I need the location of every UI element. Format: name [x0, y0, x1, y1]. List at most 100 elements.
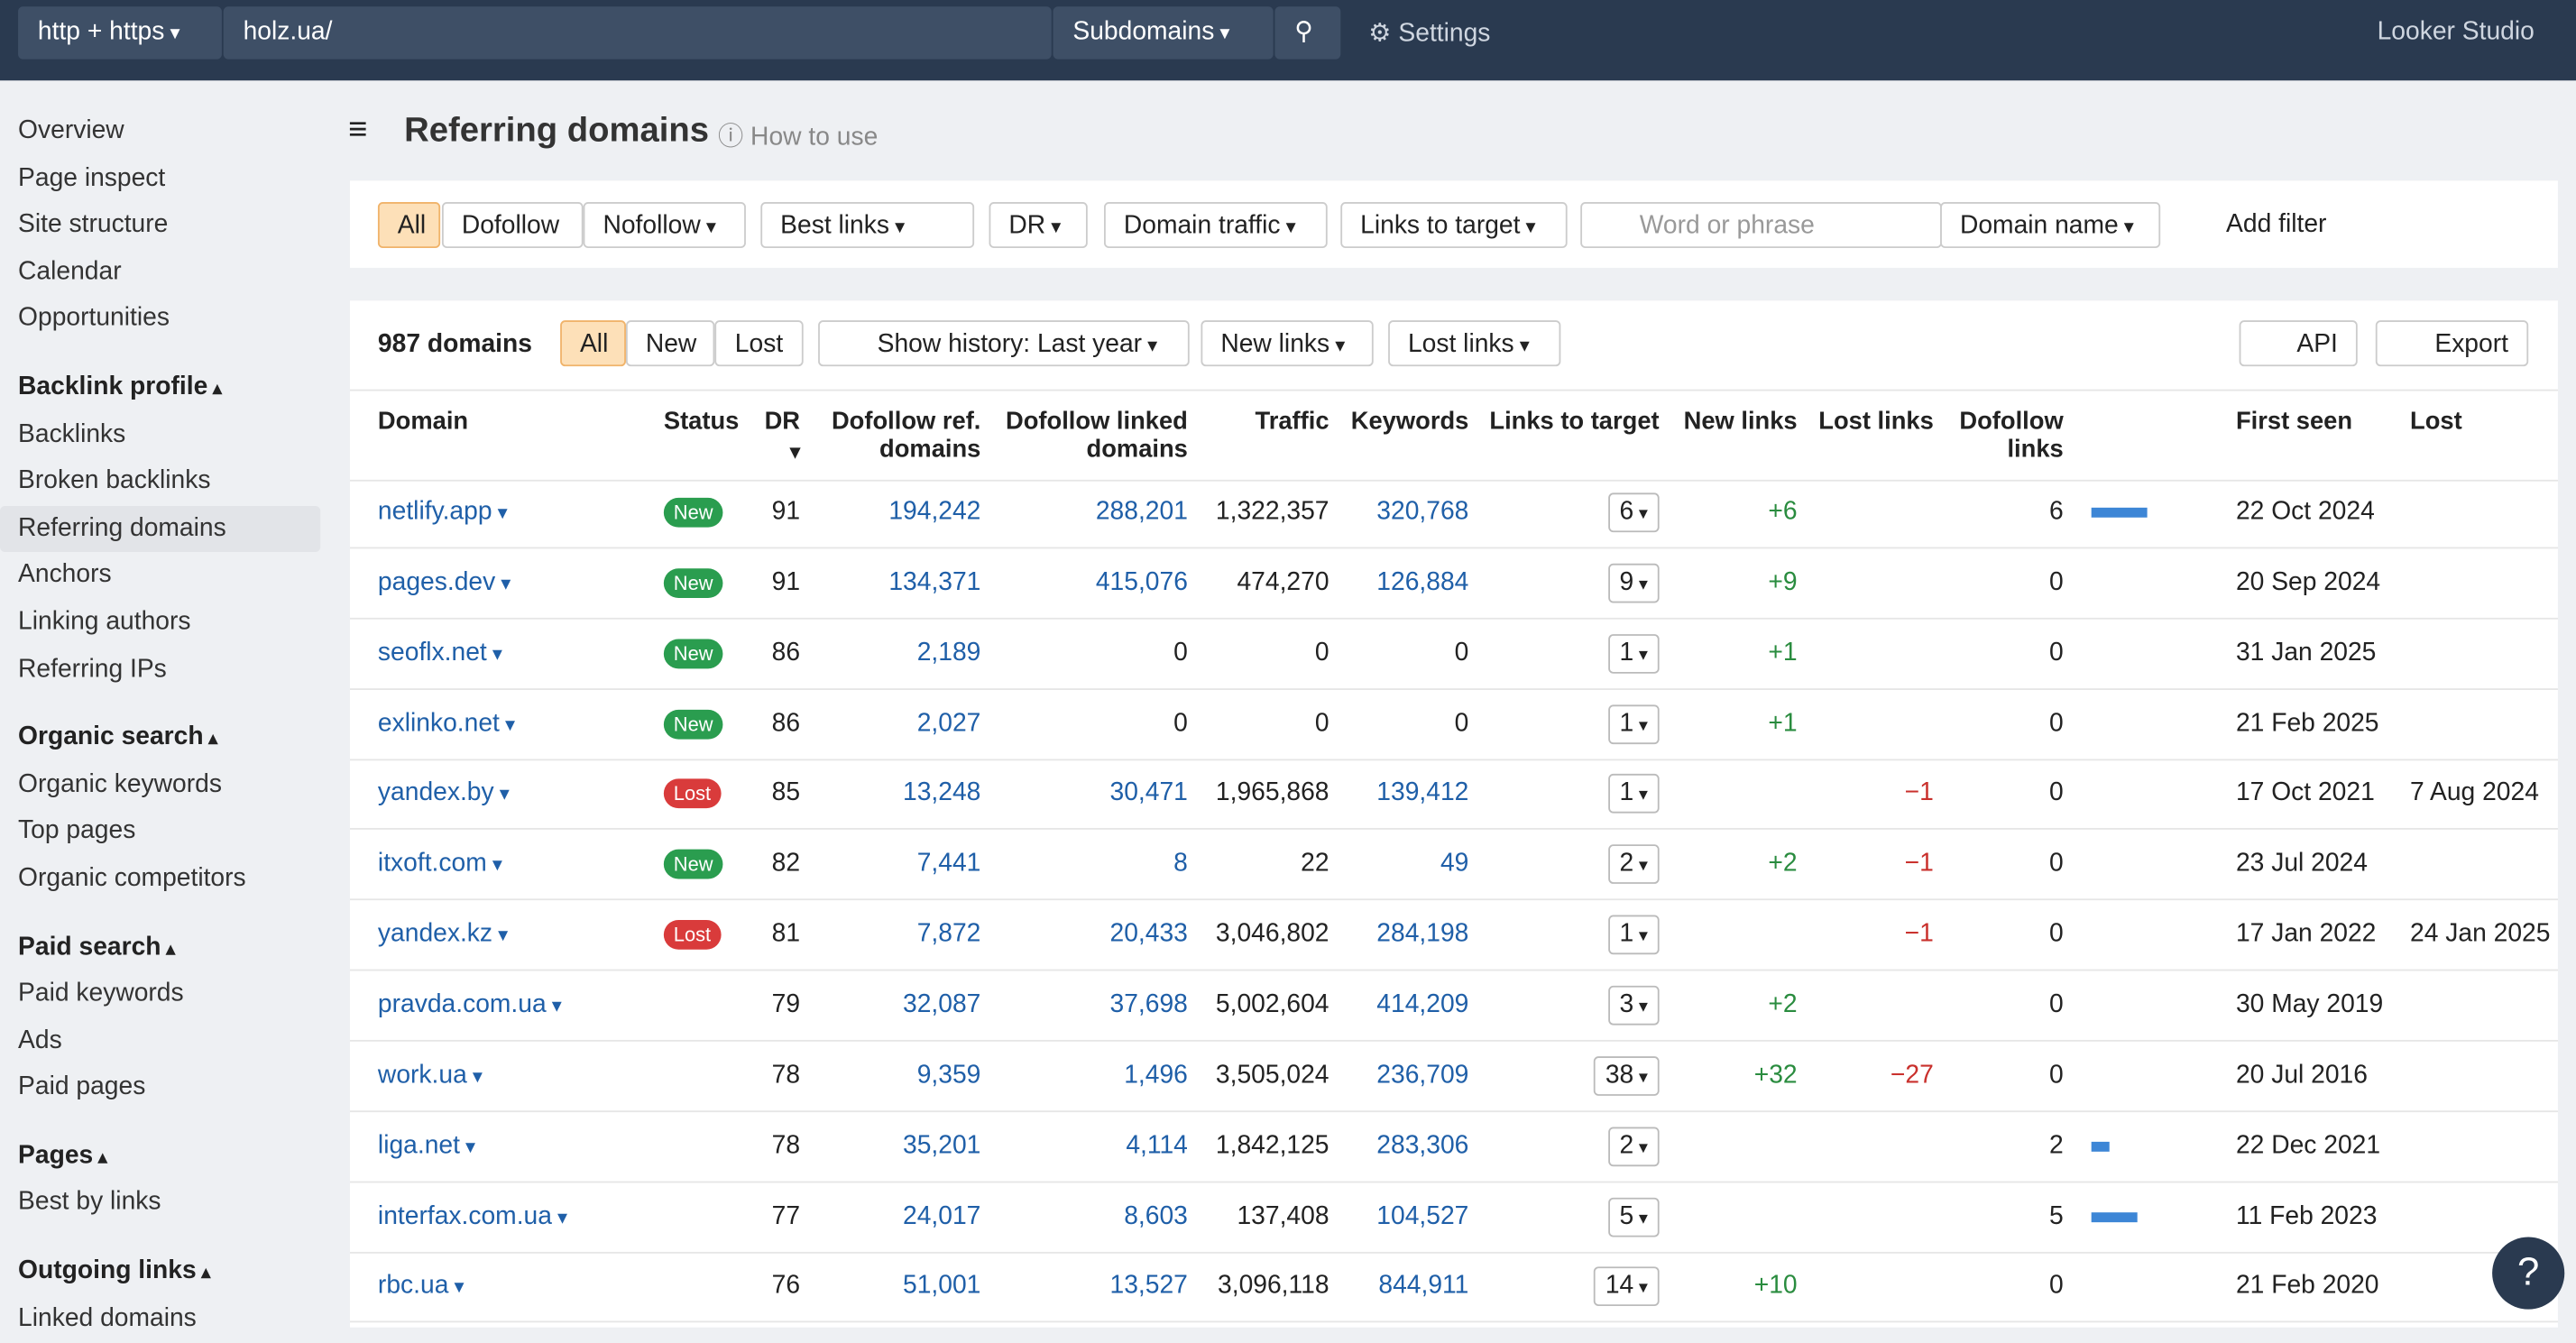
cell[interactable]: 7,441	[917, 850, 981, 879]
mode[interactable]: Subdomains	[1053, 6, 1274, 59]
nav-item[interactable]: Paid keywords	[0, 971, 336, 1018]
domain-link[interactable]: yandex.by	[378, 779, 510, 809]
cell[interactable]: 0	[1455, 639, 1469, 668]
cell[interactable]: 49	[1440, 850, 1468, 879]
filter-button[interactable]: Best links	[760, 202, 974, 248]
field-select[interactable]: Domain name	[1940, 202, 2160, 248]
domain-link[interactable]: pravda.com.ua	[378, 990, 562, 1020]
cell[interactable]: 283,306	[1376, 1131, 1468, 1161]
links-to-target[interactable]: 2	[1608, 845, 1660, 885]
cell[interactable]: 13,248	[903, 779, 980, 809]
settings[interactable]: ⚙ Settings	[1368, 18, 1490, 50]
export-button[interactable]: Export	[2376, 320, 2528, 366]
cell[interactable]: 24,017	[903, 1201, 980, 1231]
lost-links-select[interactable]: Lost links	[1388, 320, 1560, 366]
links-to-target[interactable]: 9	[1608, 563, 1660, 603]
domain-link[interactable]: liga.net	[378, 1131, 475, 1161]
tab[interactable]: New	[626, 320, 714, 366]
cell[interactable]: 51,001	[903, 1272, 980, 1302]
looker-studio[interactable]: Looker Studio	[2378, 18, 2535, 48]
nav-item[interactable]: Overview	[0, 108, 336, 155]
cell[interactable]: 32,087	[903, 990, 980, 1020]
nav-group[interactable]: Paid search	[0, 924, 336, 971]
nav-item[interactable]: Referring IPs	[0, 647, 336, 694]
cell[interactable]: 8	[1173, 850, 1188, 879]
nav-item[interactable]: Linking authors	[0, 600, 336, 647]
column-header[interactable]: DR	[750, 408, 800, 467]
api-button[interactable]: API	[2240, 320, 2358, 366]
nav-item[interactable]: Site structure	[0, 202, 336, 249]
cell[interactable]: 9,359	[917, 1061, 981, 1090]
nav-item[interactable]: Page inspect	[0, 155, 336, 202]
cell[interactable]: 104,527	[1376, 1201, 1468, 1231]
column-header[interactable]: Links to target	[1478, 408, 1659, 436]
nav-item[interactable]: Anchors	[0, 553, 336, 600]
links-to-target[interactable]: 2	[1608, 1127, 1660, 1166]
nav-item[interactable]: Opportunities	[0, 297, 336, 344]
cell[interactable]: 1,496	[1124, 1061, 1188, 1090]
column-header[interactable]: Lost	[2410, 408, 2542, 436]
cell[interactable]: 0	[1173, 709, 1188, 739]
domain-link[interactable]: exlinko.net	[378, 709, 515, 739]
cell[interactable]: 13,527	[1110, 1272, 1188, 1302]
history-select[interactable]: Show history: Last year	[818, 320, 1190, 366]
nav-group[interactable]: Pages	[0, 1134, 336, 1181]
nav-item[interactable]: Referring domains	[0, 506, 320, 553]
cell[interactable]: 320,768	[1376, 498, 1468, 528]
cell[interactable]: 194,242	[888, 498, 980, 528]
cell[interactable]: 0	[1455, 709, 1469, 739]
links-to-target[interactable]: 3	[1608, 986, 1660, 1026]
domain-link[interactable]: work.ua	[378, 1061, 483, 1090]
filter-button[interactable]: Domain traffic	[1104, 202, 1328, 248]
menu-icon[interactable]: ≡	[348, 112, 367, 150]
links-to-target[interactable]: 1	[1608, 915, 1660, 955]
cell[interactable]: 35,201	[903, 1131, 980, 1161]
nav-item[interactable]: Broken backlinks	[0, 458, 336, 505]
cell[interactable]: 288,201	[1096, 498, 1188, 528]
column-header[interactable]: Lost links	[1802, 408, 1934, 436]
filter-button[interactable]: Links to target	[1340, 202, 1567, 248]
domain-link[interactable]: rbc.ua	[378, 1272, 465, 1302]
nav-group[interactable]: Organic search	[0, 715, 336, 762]
nav-item[interactable]: Ads	[0, 1018, 336, 1065]
cell[interactable]: 415,076	[1096, 568, 1188, 598]
domain-link[interactable]: interfax.com.ua	[378, 1201, 567, 1231]
cell[interactable]: 30,471	[1110, 779, 1188, 809]
column-header[interactable]: First seen	[2236, 408, 2384, 436]
nav-group[interactable]: Backlink profile	[0, 364, 336, 411]
links-to-target[interactable]: 38	[1594, 1056, 1660, 1096]
links-to-target[interactable]: 14	[1594, 1267, 1660, 1307]
cell[interactable]: 236,709	[1376, 1061, 1468, 1090]
nav-item[interactable]: Top pages	[0, 809, 336, 856]
column-header[interactable]: Dofollow linked domains	[990, 408, 1188, 464]
help[interactable]: ⓘ How to use	[718, 116, 878, 152]
filter-button[interactable]: Nofollow	[584, 202, 746, 248]
links-to-target[interactable]: 6	[1608, 492, 1660, 532]
nav-item[interactable]: Linked domains	[0, 1295, 336, 1342]
cell[interactable]: 8,603	[1124, 1201, 1188, 1231]
filter-button[interactable]: DR	[989, 202, 1088, 248]
protocol[interactable]: http + https	[18, 6, 222, 59]
column-header[interactable]: Dofollow links	[1948, 408, 2064, 464]
cell[interactable]: 134,371	[888, 568, 980, 598]
domain-link[interactable]: seoflx.net	[378, 639, 502, 668]
new-links-select[interactable]: New links	[1201, 320, 1373, 366]
links-to-target[interactable]: 1	[1608, 634, 1660, 674]
cell[interactable]: 2,027	[917, 709, 981, 739]
tab[interactable]: Lost	[714, 320, 803, 366]
url-input[interactable]: holz.ua/	[224, 6, 1052, 59]
nav-item[interactable]: Backlinks	[0, 411, 336, 458]
domain-link[interactable]: yandex.kz	[378, 920, 508, 950]
domain-link[interactable]: itxoft.com	[378, 850, 502, 879]
nav-group[interactable]: Outgoing links	[0, 1248, 336, 1295]
column-header[interactable]: Traffic	[1230, 408, 1329, 436]
cell[interactable]: 284,198	[1376, 920, 1468, 950]
nav-item[interactable]: Organic keywords	[0, 762, 336, 809]
nav-item[interactable]: Paid pages	[0, 1065, 336, 1112]
cell[interactable]: 139,412	[1376, 779, 1468, 809]
help-bubble[interactable]: ?	[2492, 1237, 2564, 1310]
cell[interactable]: 7,872	[917, 920, 981, 950]
filter-button[interactable]: All	[378, 202, 440, 248]
column-header[interactable]: Status	[664, 408, 746, 436]
column-header[interactable]: Keywords	[1338, 408, 1469, 436]
